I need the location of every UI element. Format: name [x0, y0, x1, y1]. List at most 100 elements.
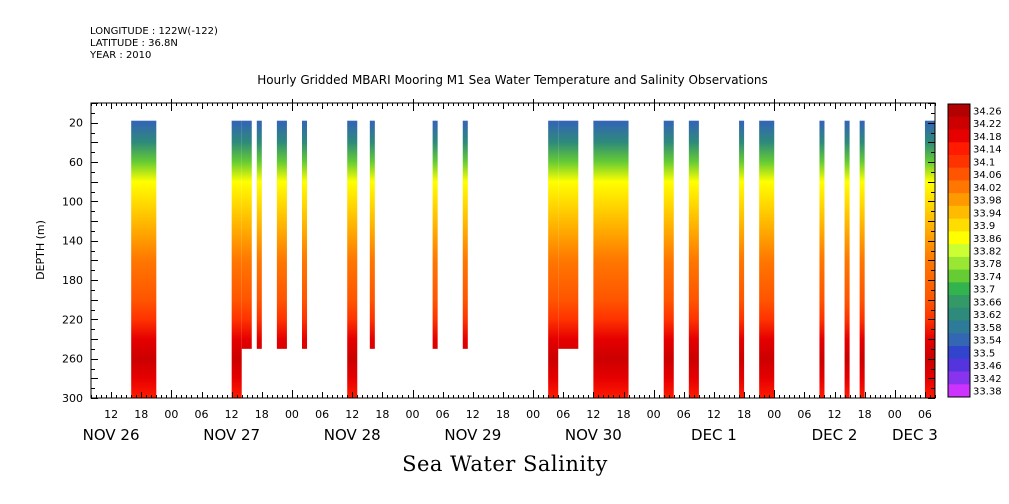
x-day-label: NOV 27 — [203, 426, 260, 444]
x-day-label: NOV 26 — [83, 426, 140, 444]
colorbar-swatch — [948, 256, 970, 271]
colorbar-label: 33.66 — [973, 297, 1002, 308]
colorbar-label: 33.42 — [973, 374, 1002, 385]
colorbar-label: 33.74 — [973, 272, 1002, 283]
x-hour-tick-label: 00 — [888, 408, 902, 421]
x-axis-title: Sea Water Salinity — [402, 452, 608, 476]
y-tick-label: 220 — [62, 313, 83, 326]
colorbar-swatch — [948, 142, 970, 156]
x-day-label: NOV 30 — [565, 426, 622, 444]
x-hour-tick-label: 12 — [104, 408, 118, 421]
colorbar-label: 33.94 — [973, 208, 1002, 219]
data-column-16 — [759, 120, 775, 398]
data-column-8 — [432, 120, 438, 349]
x-hour-tick-label: 00 — [164, 408, 178, 421]
x-hour-tick-label: 06 — [797, 408, 811, 421]
colorbar-label: 33.58 — [973, 323, 1002, 334]
chart-title-wrap: Hourly Gridded MBARI Mooring M1 Sea Wate… — [0, 69, 1009, 88]
colorbar-label: 33.54 — [973, 336, 1002, 347]
x-hour-tick-label: 18 — [617, 408, 631, 421]
colorbar-swatch — [948, 231, 970, 245]
latitude-label: LATITUDE : 36.8N — [90, 38, 178, 49]
colorbar-label: 33.9 — [973, 221, 995, 232]
data-columns — [131, 120, 935, 398]
plot-frame — [90, 102, 936, 399]
x-hour-tick-label: 12 — [707, 408, 721, 421]
colorbar-swatch — [948, 244, 970, 258]
colorbar-swatch — [948, 371, 970, 385]
colorbar-label: 33.86 — [973, 234, 1002, 245]
longitude-label: LONGITUDE : 122W(-122) — [90, 26, 218, 37]
x-hour-tick-label: 00 — [767, 408, 781, 421]
data-column-9 — [462, 120, 468, 349]
colorbar-swatch — [948, 358, 970, 373]
colorbar-label: 33.38 — [973, 387, 1002, 398]
colorbar-swatch — [948, 116, 970, 130]
colorbar: 34.2634.2234.1834.1434.134.0634.0233.983… — [947, 103, 1002, 398]
x-day-label: DEC 1 — [691, 426, 737, 444]
x-hour-tick-label: 00 — [647, 408, 661, 421]
x-hour-tick-label: 00 — [285, 408, 299, 421]
x-hour-tick-label: 12 — [828, 408, 842, 421]
x-hour-tick-label: 06 — [436, 408, 450, 421]
data-column-0 — [131, 120, 157, 398]
colorbar-swatch — [948, 218, 970, 232]
data-column-5 — [302, 120, 308, 349]
data-column-2 — [241, 120, 252, 349]
colorbar-label: 33.5 — [973, 348, 995, 359]
data-column-1 — [231, 120, 242, 398]
colorbar-swatch — [948, 384, 970, 398]
colorbar-swatch — [948, 180, 970, 194]
y-tick-label: 100 — [62, 195, 83, 208]
colorbar-swatch — [948, 205, 970, 220]
colorbar-swatch — [948, 104, 970, 118]
colorbar-label: 34.06 — [973, 170, 1002, 181]
data-column-14 — [688, 120, 699, 398]
y-tick-label: 300 — [62, 392, 83, 405]
data-column-20 — [924, 120, 935, 398]
y-tick-label: 260 — [62, 353, 83, 366]
colorbar-label: 33.98 — [973, 196, 1002, 207]
colorbar-label: 34.14 — [973, 145, 1002, 156]
axis-ticks: 12 18 00 06 12 18 00 06 12 18 00 06 12 18 00 06 12 18 00 06… — [62, 99, 938, 444]
colorbar-label: 34.22 — [973, 119, 1002, 130]
data-column-4 — [276, 120, 287, 349]
x-hour-tick-label: 18 — [255, 408, 269, 421]
colorbar-label: 34.1 — [973, 157, 995, 168]
colorbar-swatch — [948, 129, 970, 143]
colorbar-label: 33.82 — [973, 247, 1002, 258]
colorbar-swatch — [948, 167, 970, 181]
colorbar-swatch — [948, 193, 970, 207]
x-hour-tick-label: 18 — [496, 408, 510, 421]
x-hour-tick-label: 12 — [225, 408, 239, 421]
colorbar-swatch — [948, 320, 970, 334]
x-day-label: DEC 3 — [892, 426, 938, 444]
colorbar-label: 33.46 — [973, 361, 1002, 372]
x-day-label: NOV 29 — [444, 426, 501, 444]
data-column-13 — [663, 120, 674, 398]
x-hour-tick-label: 18 — [858, 408, 872, 421]
y-tick-label: 60 — [69, 156, 83, 169]
data-column-19 — [859, 120, 865, 398]
data-column-6 — [347, 120, 358, 398]
data-column-12 — [593, 120, 629, 398]
colorbar-swatch — [948, 282, 970, 296]
x-hour-tick-label: 12 — [345, 408, 359, 421]
colorbar-label: 33.78 — [973, 259, 1002, 270]
data-column-10 — [548, 120, 559, 398]
year-label: YEAR : 2010 — [90, 50, 152, 61]
colorbar-swatch — [948, 307, 970, 322]
x-hour-tick-label: 12 — [466, 408, 480, 421]
x-hour-tick-label: 00 — [526, 408, 540, 421]
x-hour-tick-label: 06 — [195, 408, 209, 421]
colorbar-label: 34.18 — [973, 132, 1002, 143]
x-hour-tick-label: 18 — [134, 408, 148, 421]
data-column-7 — [369, 120, 375, 349]
x-hour-tick-label: 00 — [406, 408, 420, 421]
y-tick-label: 140 — [62, 235, 83, 248]
colorbar-swatch — [948, 333, 970, 347]
colorbar-swatch — [948, 269, 970, 283]
data-column-11 — [558, 120, 579, 349]
colorbar-label: 34.02 — [973, 183, 1002, 194]
